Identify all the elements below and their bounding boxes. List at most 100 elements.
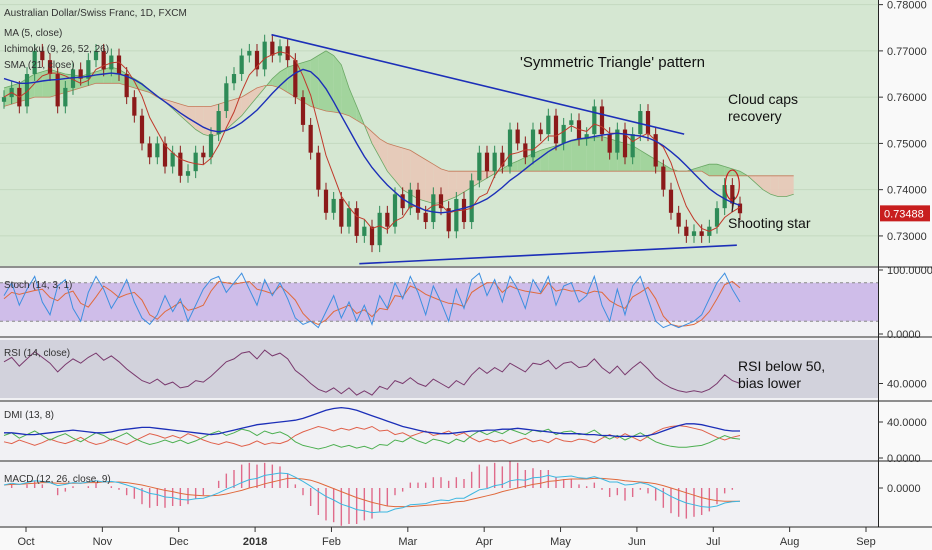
candle-body	[116, 55, 122, 75]
cloud-segment	[203, 106, 211, 137]
cloud-segment	[586, 137, 595, 172]
candle-body	[40, 50, 45, 61]
time-tick-label: Mar	[398, 536, 417, 548]
cloud-segment	[387, 143, 395, 181]
time-tick-label: Dec	[169, 536, 189, 548]
shooting-star-arrow	[731, 196, 735, 213]
cloud-segment	[326, 50, 334, 112]
candle-body	[538, 129, 543, 135]
cloud-segment	[372, 131, 380, 158]
candle-body	[668, 189, 674, 213]
time-tick-label: Aug	[780, 536, 800, 548]
candle-body	[277, 46, 283, 56]
candle-body	[737, 203, 743, 214]
candle-body	[224, 83, 229, 112]
candle-body	[415, 189, 421, 213]
cloud-segment	[180, 104, 188, 123]
dmi-adx-line	[4, 406, 740, 438]
candle-body	[469, 180, 474, 223]
candle-body	[308, 124, 313, 153]
stoch-k-line	[3, 272, 741, 329]
candle-body	[691, 231, 697, 236]
rsi-series	[3, 349, 741, 396]
shooting-star-circle	[724, 169, 740, 201]
candle-body	[78, 69, 83, 79]
cloud-segment	[433, 164, 441, 204]
stoch-d-line	[3, 280, 741, 327]
candle-body	[346, 208, 352, 227]
stoch-pane: Stoch (14, 3, 1)	[0, 268, 878, 336]
cloud-segment	[717, 164, 725, 176]
cloud-segment	[410, 150, 418, 199]
indicator-axes: 100.0000 0.0000 40.0000 40.0000 0.0000 0.0000	[878, 265, 932, 495]
indicator-tick-label: 40.0000	[887, 379, 927, 391]
dmi-plus-di-line	[3, 428, 741, 450]
cloud-segment	[724, 166, 733, 176]
candle-body	[362, 226, 367, 236]
indicator-tick-label: 0.0000	[887, 329, 921, 341]
dmi-label: DMI (13, 8)	[4, 410, 54, 421]
time-tick-label: 2018	[243, 536, 267, 548]
cloud-segment	[770, 175, 779, 197]
triangle-lower-line	[359, 244, 737, 265]
candle-body	[653, 134, 658, 167]
stoch-band	[0, 282, 878, 322]
candle-body	[270, 41, 275, 56]
candle-body	[638, 111, 643, 135]
candle-body	[722, 185, 727, 209]
candle-body	[63, 87, 68, 107]
candle-body	[553, 115, 559, 144]
cloud-span-a	[3, 50, 794, 204]
price-tick-label: 0.78000	[887, 0, 927, 12]
time-tick-label: Apr	[476, 536, 493, 548]
price-grid	[0, 4, 878, 237]
candle-body	[369, 226, 375, 246]
cloud-segment	[694, 166, 702, 172]
candle-body	[170, 152, 175, 167]
indicator-tick-label: 40.0000	[887, 417, 927, 429]
cloud-segment	[103, 67, 112, 84]
cloud-segment	[379, 138, 388, 172]
price-pane: Australian Dollar/Swiss Franc, 1D, FXCM …	[0, 0, 878, 266]
rsi-line	[3, 349, 741, 396]
time-tick-label: Jun	[628, 536, 646, 548]
cloud-segment	[701, 164, 710, 176]
stoch-series	[0, 272, 878, 329]
annotation-cloud-line1: Cloud caps	[728, 91, 798, 107]
cloud-segment	[579, 138, 587, 172]
time-axis: Oct Nov Dec 2018 Feb Mar Apr May Jun Jul Aug Sep	[17, 527, 876, 548]
cloud-segment	[341, 64, 349, 116]
cloud-segment	[778, 175, 786, 197]
time-tick-label: Feb	[322, 536, 341, 548]
candle-body	[132, 97, 137, 116]
dmi-series	[3, 406, 741, 450]
cloud-segment	[249, 87, 257, 107]
candle-body	[569, 120, 574, 125]
cloud-segment	[234, 97, 242, 123]
cloud-segment	[786, 175, 794, 197]
cloud-segment	[594, 136, 602, 172]
cloud-segment	[556, 143, 564, 172]
price-tick-label: 0.75000	[887, 138, 927, 150]
candle-body	[454, 198, 459, 232]
candle-body	[530, 129, 536, 158]
cloud-segment	[640, 150, 648, 172]
cloud-segment	[272, 71, 280, 88]
price-tick-label: 0.74000	[887, 185, 927, 197]
candle-body	[699, 231, 704, 236]
candle-body	[730, 185, 735, 204]
rsi-band	[0, 340, 878, 398]
cloud-segment	[96, 69, 104, 84]
candle-body	[661, 166, 666, 190]
candle-body	[208, 134, 214, 158]
time-tick-label: Oct	[17, 536, 34, 548]
candle-body	[592, 106, 597, 135]
candle-body	[584, 134, 589, 139]
cloud-segment	[571, 139, 579, 172]
indicator-tick-label: 100.0000	[887, 265, 932, 277]
candle-body	[86, 60, 91, 79]
macd-series	[3, 461, 741, 526]
candle-body	[93, 50, 99, 61]
candle-body	[316, 152, 321, 190]
